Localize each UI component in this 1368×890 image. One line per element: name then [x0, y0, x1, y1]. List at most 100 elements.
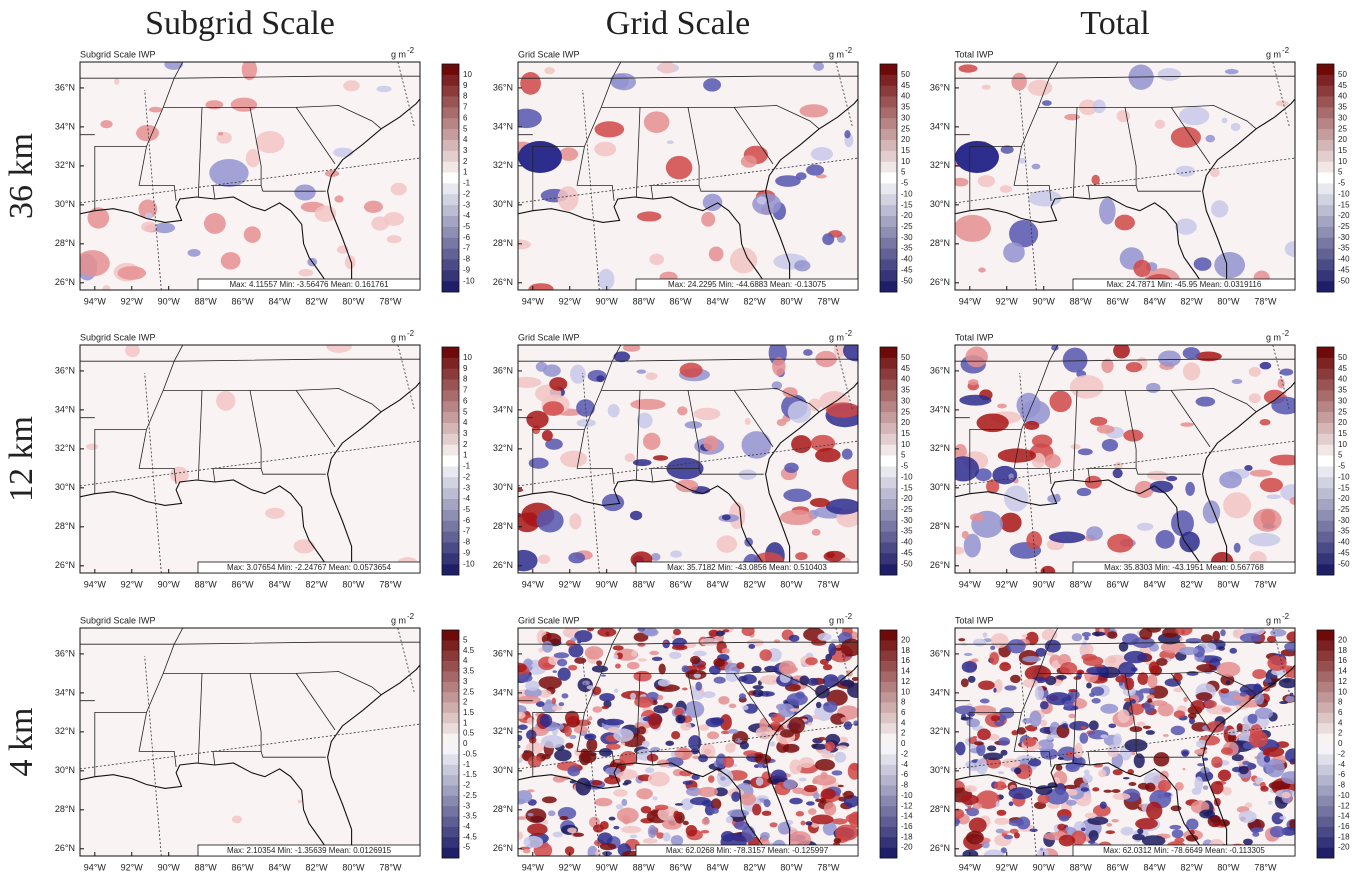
iwp-blob — [536, 362, 547, 372]
colorbar-segment — [1317, 380, 1334, 391]
colorbar-segment — [880, 754, 897, 765]
lon-label: 84°W — [269, 579, 292, 589]
iwp-blob — [784, 463, 798, 473]
iwp-blob — [1166, 476, 1177, 481]
lon-label: 86°W — [1107, 862, 1130, 872]
iwp-blob — [1123, 777, 1130, 779]
colorbar-label: -5 — [901, 462, 909, 471]
colorbar-segment — [880, 692, 897, 703]
colorbar-label: 8 — [463, 92, 468, 101]
iwp-blob — [141, 222, 157, 232]
colorbar-segment — [1317, 521, 1334, 532]
iwp-blob — [645, 767, 654, 773]
iwp-blob — [1023, 737, 1036, 747]
iwp-blob — [643, 433, 661, 450]
colorbar-segment — [442, 270, 459, 281]
iwp-blob — [559, 147, 578, 160]
iwp-blob — [1112, 789, 1121, 793]
iwp-blob — [1285, 696, 1295, 703]
iwp-blob — [948, 456, 979, 481]
iwp-blob — [721, 831, 734, 842]
lat-label: 36°N — [493, 648, 513, 658]
colorbar-segment — [880, 510, 897, 521]
iwp-blob — [810, 498, 830, 507]
iwp-blob — [1252, 669, 1267, 679]
iwp-blob — [1171, 805, 1182, 811]
lat-label: 30°N — [55, 765, 75, 775]
colorbar-label: -10 — [901, 189, 913, 198]
colorbar-segment — [880, 97, 897, 108]
iwp-blob — [982, 842, 990, 849]
colorbar-label: -2 — [463, 781, 471, 790]
iwp-blob — [834, 838, 841, 843]
unit-exponent: -2 — [1282, 46, 1290, 55]
colorbar-segment — [1317, 107, 1334, 118]
iwp-blob — [574, 657, 586, 664]
iwp-blob — [826, 499, 861, 515]
colorbar-label: 12 — [1338, 677, 1347, 686]
colorbar-label: 3 — [463, 146, 468, 155]
iwp-blob — [993, 688, 996, 693]
colorbar-label: -25 — [901, 505, 913, 514]
panel-title: Subgrid Scale IWP — [80, 332, 156, 342]
iwp-blob — [1225, 69, 1239, 74]
colorbar-label: -2.5 — [463, 791, 477, 800]
lon-label: 82°W — [305, 862, 328, 872]
iwp-blob — [294, 539, 315, 553]
iwp-blob — [949, 547, 965, 555]
colorbar-segment — [442, 64, 459, 75]
colorbar-label: -25 — [1338, 222, 1350, 231]
iwp-blob — [543, 820, 548, 825]
colorbar-segment — [1317, 671, 1334, 682]
colorbar-segment — [442, 401, 459, 412]
iwp-blob — [1135, 818, 1158, 829]
iwp-blob — [756, 777, 764, 786]
iwp-blob — [1040, 848, 1043, 852]
colorbar-segment — [442, 347, 459, 358]
iwp-blob — [1263, 752, 1270, 755]
iwp-blob — [770, 822, 778, 827]
iwp-blob — [652, 796, 657, 800]
colorbar-segment — [880, 259, 897, 270]
iwp-blob — [596, 375, 604, 382]
colorbar-segment — [442, 785, 459, 796]
iwp-blob — [1100, 802, 1107, 809]
iwp-blob — [954, 215, 991, 242]
iwp-blob — [823, 701, 837, 713]
iwp-blob — [609, 817, 616, 821]
colorbar-label: 5 — [901, 451, 906, 460]
colorbar-segment — [1317, 97, 1334, 108]
lon-label: 94°W — [84, 296, 107, 306]
iwp-blob — [1280, 368, 1293, 375]
lat-label: 36°N — [493, 82, 513, 92]
colorbar-segment — [1317, 151, 1334, 162]
iwp-blob — [630, 693, 636, 700]
colorbar-segment — [442, 661, 459, 672]
lon-label: 82°W — [1180, 862, 1203, 872]
iwp-blob — [1081, 654, 1097, 661]
colorbar-label: 40 — [901, 375, 910, 384]
iwp-blob — [518, 724, 528, 730]
iwp-blob — [1092, 787, 1099, 791]
iwp-blob — [685, 421, 702, 429]
iwp-blob — [1243, 839, 1253, 846]
colorbar-segment — [880, 369, 897, 380]
iwp-blob — [955, 705, 976, 714]
lat-label: 30°N — [930, 199, 950, 209]
iwp-blob — [815, 759, 835, 771]
iwp-blob — [524, 836, 544, 848]
iwp-blob — [961, 678, 969, 687]
lon-label: 94°W — [959, 579, 982, 589]
iwp-blob — [625, 453, 635, 462]
iwp-blob — [1011, 73, 1026, 91]
colorbar-label: 4.5 — [463, 646, 475, 655]
iwp-blob — [1137, 523, 1153, 531]
colorbar-segment — [1317, 347, 1334, 358]
iwp-blob — [973, 736, 977, 738]
colorbar-segment — [880, 553, 897, 564]
iwp-blob — [1064, 114, 1080, 120]
iwp-blob — [807, 722, 812, 726]
colorbar-segment — [880, 151, 897, 162]
colorbar-segment — [1317, 173, 1334, 184]
colorbar-segment — [1317, 281, 1334, 292]
